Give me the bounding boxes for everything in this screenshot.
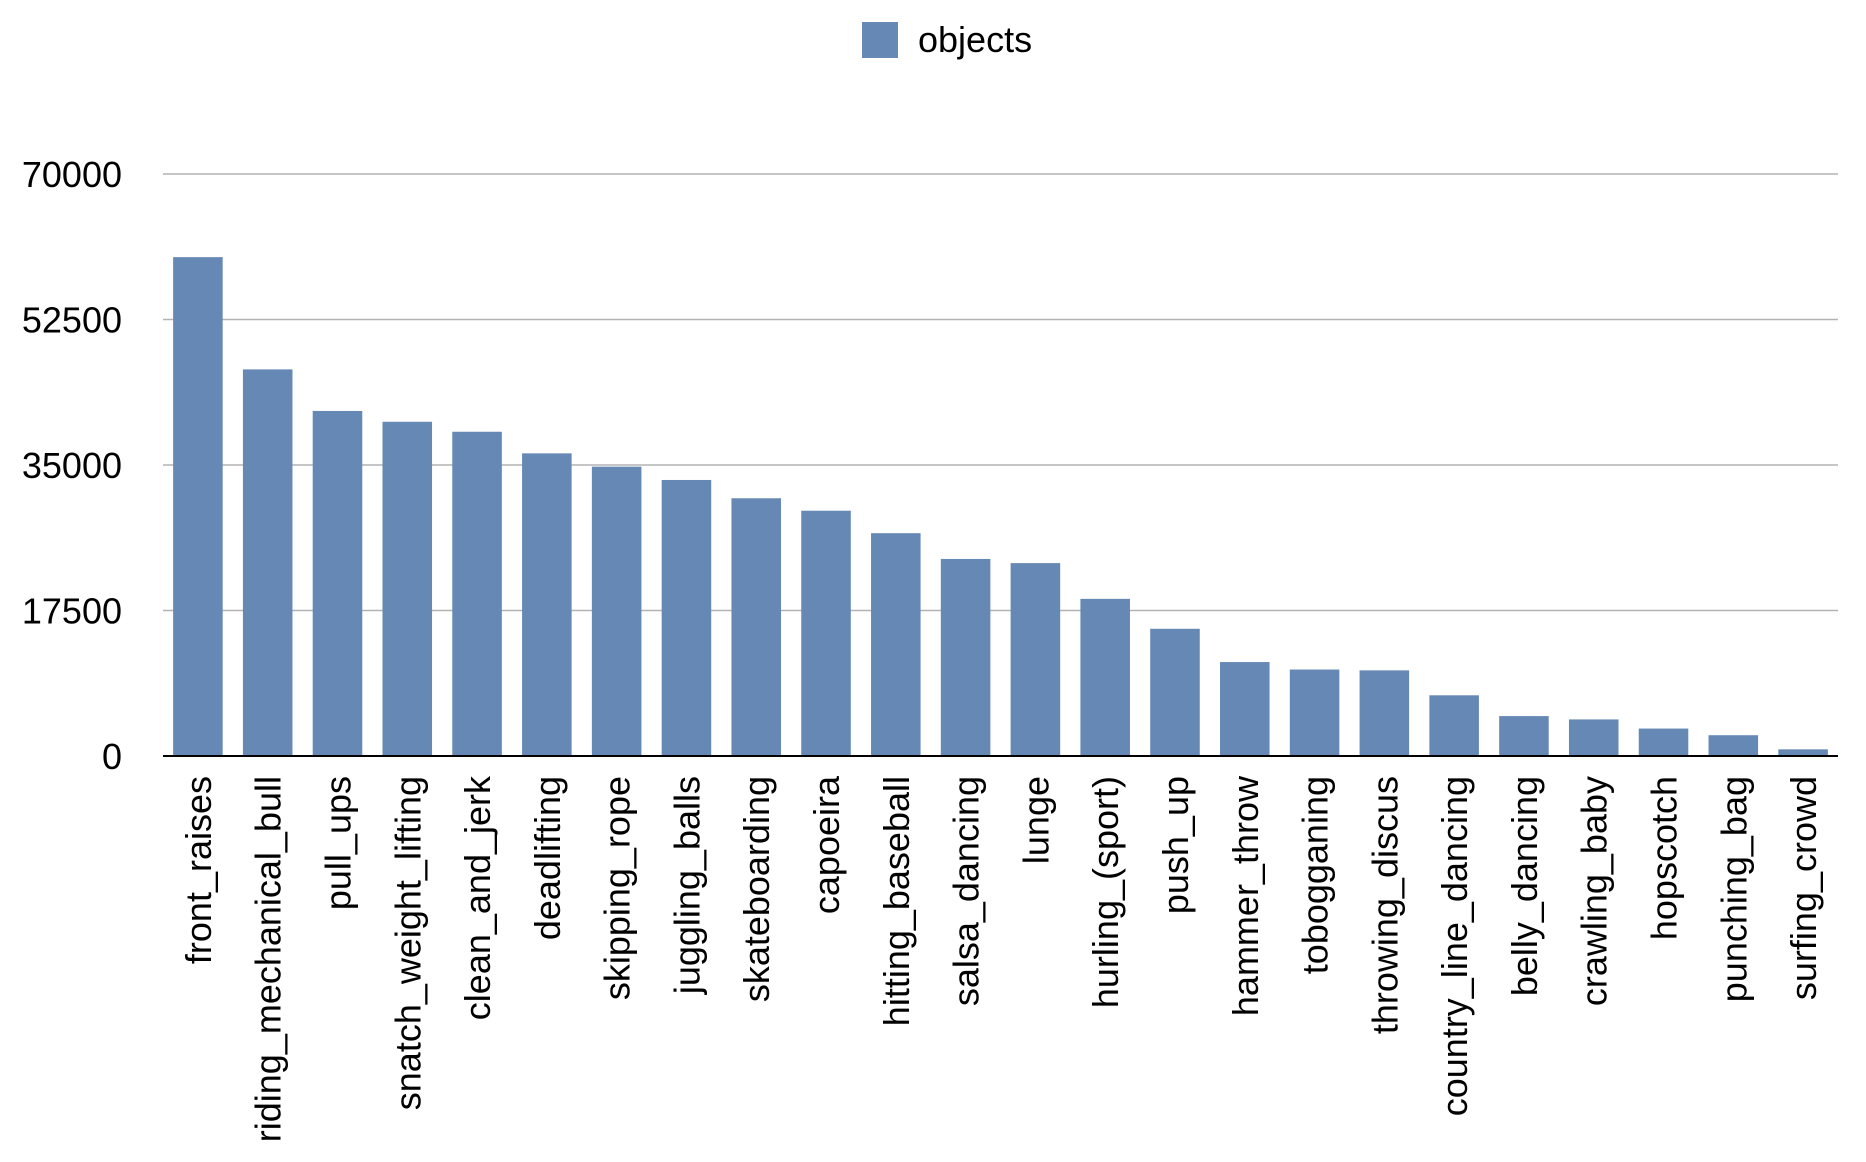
bar-surfing_crowd xyxy=(1778,749,1828,756)
y-tick-label: 17500 xyxy=(22,591,122,632)
x-tick-label: punching_bag xyxy=(1713,776,1754,1002)
y-tick-label: 52500 xyxy=(22,300,122,341)
x-tick-label: salsa_dancing xyxy=(946,776,987,1006)
bar-deadlifting xyxy=(522,453,572,756)
bar-crawling_baby xyxy=(1568,719,1619,756)
bar-capoeira xyxy=(801,510,851,756)
bar-riding_mechanical_bull xyxy=(242,369,293,756)
bar-hammer_throw xyxy=(1219,662,1270,756)
y-axis-ticks: 0 17500 35000 52500 70000 xyxy=(22,154,122,777)
y-tick-label: 70000 xyxy=(22,154,122,195)
bar-juggling_balls xyxy=(661,479,712,756)
x-tick-label: tobogganing xyxy=(1295,776,1336,974)
x-tick-label: throwing_discus xyxy=(1364,776,1405,1034)
gridlines xyxy=(163,173,1838,612)
bar-snatch_weight_lifting xyxy=(382,421,433,756)
x-tick-label: hammer_throw xyxy=(1225,775,1266,1016)
x-tick-label: deadlifting xyxy=(527,776,568,940)
x-tick-label: clean_and_jerk xyxy=(457,775,498,1020)
bar-pull_ups xyxy=(312,410,363,756)
x-tick-label: capoeira xyxy=(806,775,847,914)
bar-country_line_dancing xyxy=(1429,695,1479,756)
bar-tobogganing xyxy=(1289,669,1340,756)
x-tick-label: juggling_balls xyxy=(666,776,707,995)
x-tick-label: push_up xyxy=(1155,776,1196,914)
legend-swatch xyxy=(862,22,898,58)
bars xyxy=(173,257,1828,756)
bar-belly_dancing xyxy=(1499,716,1549,756)
bar-front_raises xyxy=(173,257,223,756)
x-tick-label: surfing_crowd xyxy=(1783,776,1824,1000)
bar-skipping_rope xyxy=(591,466,642,756)
bar-punching_bag xyxy=(1708,735,1759,756)
x-tick-label: riding_mechanical_bull xyxy=(248,776,289,1142)
x-tick-label: country_line_dancing xyxy=(1434,776,1475,1116)
bar-throwing_discus xyxy=(1359,670,1410,756)
x-tick-label: pull_ups xyxy=(317,776,358,910)
x-tick-label: lunge xyxy=(1015,776,1056,864)
bar-salsa_dancing xyxy=(940,558,991,756)
bar-hurling_(sport) xyxy=(1080,598,1130,756)
bar-clean_and_jerk xyxy=(452,431,502,756)
bar-hopscotch xyxy=(1638,728,1689,756)
bar-lunge xyxy=(1010,563,1061,756)
x-tick-label: hurling_(sport) xyxy=(1085,776,1126,1008)
y-tick-label: 35000 xyxy=(22,445,122,486)
x-axis-labels: front_raises riding_mechanical_bull pull_u… xyxy=(178,775,1824,1142)
x-tick-label: front_raises xyxy=(178,776,219,964)
bar-push_up xyxy=(1150,628,1200,756)
x-tick-label: belly_dancing xyxy=(1504,776,1545,996)
legend-label: objects xyxy=(918,19,1032,60)
bar-skateboarding xyxy=(731,498,782,756)
x-tick-label: crawling_baby xyxy=(1574,776,1615,1006)
x-tick-label: hitting_baseball xyxy=(876,776,917,1026)
x-tick-label: skipping_rope xyxy=(597,776,638,1000)
x-tick-label: skateboarding xyxy=(736,776,777,1002)
x-tick-label: snatch_weight_lifting xyxy=(387,776,428,1110)
legend: objects xyxy=(862,19,1032,60)
bar-hitting_baseball xyxy=(871,533,921,756)
y-tick-label: 0 xyxy=(102,736,122,777)
x-tick-label: hopscotch xyxy=(1644,776,1685,940)
